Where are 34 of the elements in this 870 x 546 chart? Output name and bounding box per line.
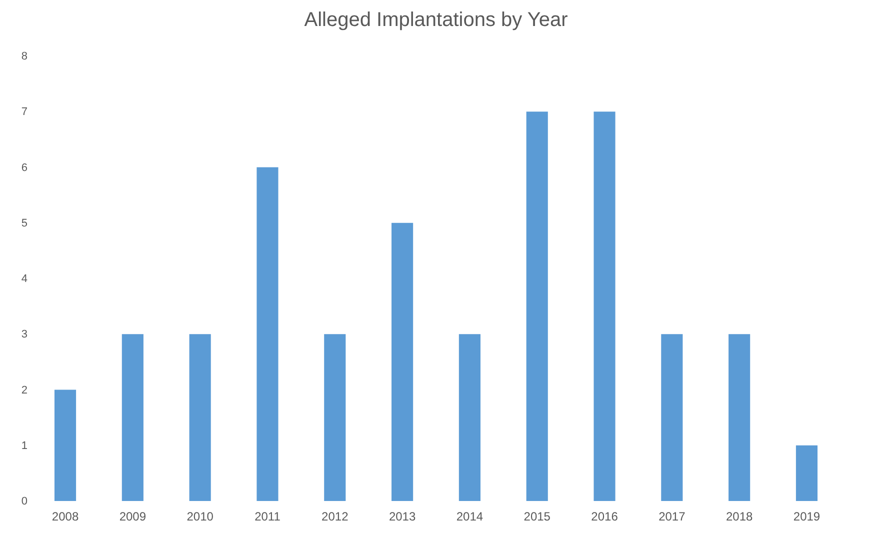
y-tick-label: 6 xyxy=(21,162,28,174)
bar xyxy=(392,222,414,501)
bar xyxy=(728,334,750,501)
y-tick-label: 4 xyxy=(21,273,28,285)
x-tick-label: 2011 xyxy=(254,510,281,524)
x-tick-label: 2017 xyxy=(658,510,686,524)
bar xyxy=(458,334,480,501)
bar xyxy=(594,112,616,501)
x-tick-label: 2013 xyxy=(388,510,416,524)
y-tick-label: 3 xyxy=(21,328,28,341)
x-tick-label: 2012 xyxy=(322,510,349,524)
x-tick-label: 2009 xyxy=(119,510,146,524)
y-tick-label: 7 xyxy=(21,106,28,118)
bar xyxy=(54,390,76,501)
chart-title: Alleged Implantations by Year xyxy=(304,9,568,31)
x-tick-label: 2019 xyxy=(793,510,820,524)
y-tick-label: 0 xyxy=(21,496,28,508)
bar xyxy=(661,334,683,501)
bar xyxy=(256,167,278,501)
y-tick-label: 1 xyxy=(21,440,28,452)
y-tick-label: 5 xyxy=(21,217,28,230)
x-tick-label: 2015 xyxy=(524,510,551,524)
bar xyxy=(796,445,818,501)
x-tick-label: 2018 xyxy=(726,510,753,524)
x-tick-label: 2014 xyxy=(456,510,484,524)
x-tick-label: 2008 xyxy=(52,510,79,524)
bar xyxy=(122,334,144,501)
bar xyxy=(526,112,548,501)
x-tick-label: 2010 xyxy=(186,510,214,524)
y-tick-label: 2 xyxy=(21,384,28,396)
bar xyxy=(189,334,211,501)
y-tick-label: 8 xyxy=(21,50,28,62)
x-tick-label: 2016 xyxy=(591,510,618,524)
bar xyxy=(324,334,346,501)
